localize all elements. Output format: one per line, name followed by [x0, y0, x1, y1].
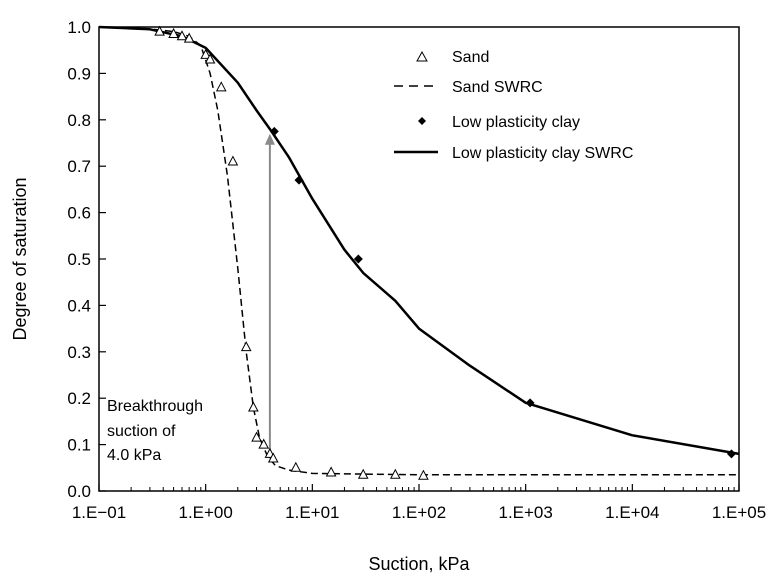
data-point-sand	[267, 452, 279, 463]
breakthrough-arrow-head	[264, 133, 275, 145]
data-point-sand	[390, 468, 401, 479]
legend-marker-sand	[416, 50, 428, 62]
x-tick-label: 1.E−01	[72, 503, 126, 522]
plot-area	[98, 26, 740, 492]
data-point-sand	[248, 401, 259, 412]
legend-label-sand: Sand	[452, 49, 489, 66]
x-axis: 1.E−01 1.E+00 1.E+01 1.E+02 1.E+03 1.E+04 1.E+…	[72, 484, 766, 522]
legend-item-clay: Low plasticity clay	[418, 114, 580, 131]
x-tick-label: 1.E+04	[605, 503, 659, 522]
data-point-clay	[726, 449, 736, 459]
data-point-sand	[183, 32, 195, 43]
y-tick-label: 0.4	[67, 296, 91, 315]
y-tick-label: 0.0	[67, 482, 91, 501]
series-line-low-plasticity-clay-swrc	[98, 25, 740, 456]
y-tick-label: 0.1	[67, 436, 91, 455]
x-axis-title: Suction, kPa	[368, 554, 470, 574]
data-point-clay	[269, 126, 279, 136]
data-point-sand	[357, 468, 369, 479]
annotation-line-1: Breakthrough	[107, 398, 203, 415]
x-tick-label: 1.E+00	[178, 503, 232, 522]
data-point-sand	[176, 30, 188, 41]
annotation-line-2: suction of	[107, 423, 176, 440]
y-tick-label: 0.3	[67, 343, 91, 362]
data-point-clay	[294, 175, 304, 185]
data-point-sand	[251, 431, 262, 442]
legend-item-clay-swrc: Low plasticity clay SWRC	[394, 145, 633, 162]
data-point-sand	[227, 155, 239, 166]
legend-marker-clay	[418, 117, 426, 125]
y-tick-label: 0.6	[67, 204, 91, 223]
annotation-line-3: 4.0 kPa	[107, 447, 161, 464]
data-point-clay	[353, 254, 363, 264]
series-layer	[98, 25, 740, 480]
data-point-sand	[154, 25, 165, 36]
legend-item-sand: Sand	[416, 49, 489, 66]
legend-label-sand-swrc: Sand SWRC	[452, 79, 543, 96]
data-point-sand	[240, 341, 252, 352]
legend-label-clay: Low plasticity clay	[452, 114, 580, 131]
y-tick-label: 1.0	[67, 18, 91, 37]
data-point-sand	[215, 81, 227, 92]
data-point-sand	[200, 48, 211, 59]
legend-label-clay-swrc: Low plasticity clay SWRC	[452, 145, 633, 162]
x-tick-label: 1.E+01	[285, 503, 339, 522]
x-tick-label: 1.E+02	[392, 503, 446, 522]
y-tick-label: 0.5	[67, 250, 91, 269]
legend: Sand Sand SWRC Low plasticity clay Low p…	[394, 49, 633, 162]
data-point-sand	[325, 466, 337, 477]
y-tick-label: 0.2	[67, 389, 91, 408]
y-tick-label: 0.9	[67, 64, 91, 83]
y-tick-label: 0.7	[67, 157, 91, 176]
data-point-sand	[258, 438, 270, 449]
y-axis-title: Degree of saturation	[10, 177, 30, 340]
data-point-sand	[418, 469, 429, 480]
data-point-clay	[525, 398, 535, 408]
data-point-sand	[168, 27, 179, 38]
x-tick-label: 1.E+03	[498, 503, 552, 522]
data-point-sand	[204, 53, 216, 64]
y-axis: 0.0 0.1 0.2 0.3 0.4 0.5 0.6 0.7 0.8 0.9 1.0	[67, 18, 106, 501]
data-point-sand	[290, 461, 302, 472]
breakthrough-annotation: Breakthrough suction of 4.0 kPa	[107, 398, 203, 464]
x-tick-label: 1.E+05	[712, 503, 766, 522]
y-tick-label: 0.8	[67, 111, 91, 130]
legend-item-sand-swrc: Sand SWRC	[394, 79, 543, 96]
